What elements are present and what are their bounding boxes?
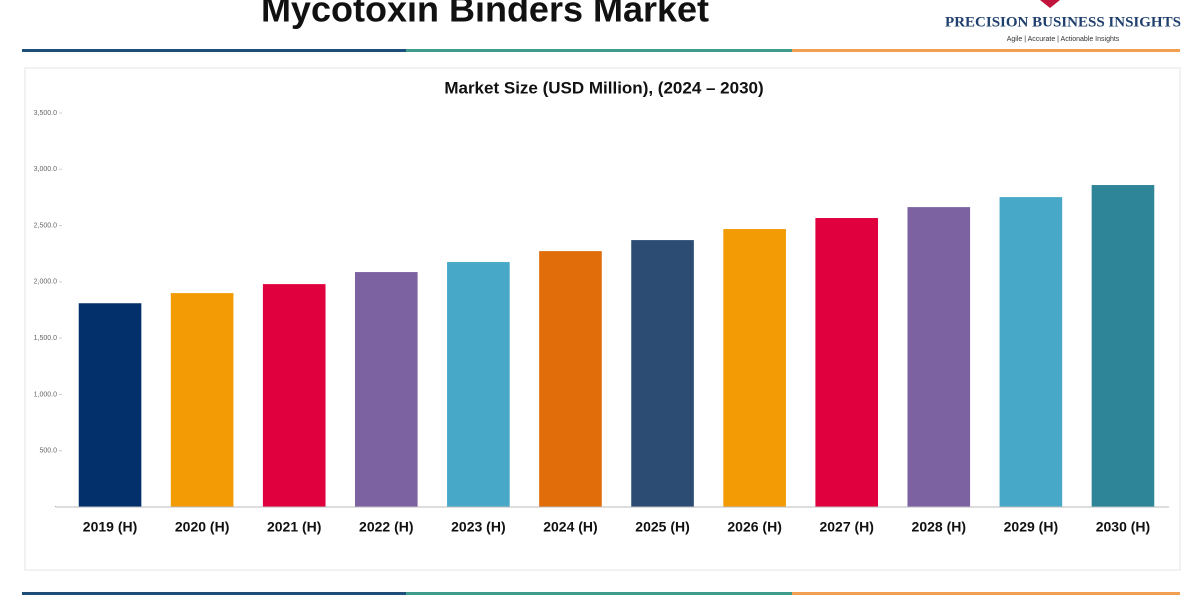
bar xyxy=(999,197,1063,507)
bar xyxy=(78,303,142,507)
y-tick-label: 500.0 xyxy=(39,448,57,455)
bar xyxy=(354,272,418,507)
rule-segment xyxy=(22,49,406,52)
bottom-rule xyxy=(22,592,1180,595)
x-tick-label: 2029 (H) xyxy=(1004,519,1058,535)
rule-segment xyxy=(406,592,792,595)
x-tick-label: 2030 (H) xyxy=(1096,519,1150,535)
bar xyxy=(723,229,786,507)
logo: PRECISION BUSINESS INSIGHTS Agile | Accu… xyxy=(945,0,1181,43)
bar xyxy=(539,251,602,507)
bar xyxy=(907,207,971,507)
x-tick-label: 2024 (H) xyxy=(543,519,597,535)
y-tick-label: 3,000.0 xyxy=(34,166,57,173)
y-tick-label: 1,000.0 xyxy=(34,391,57,398)
page-title: Mycotoxin Binders Market xyxy=(261,0,709,30)
top-rule xyxy=(22,49,1180,52)
bar xyxy=(815,218,879,507)
rule-segment xyxy=(406,49,792,52)
brand: PRECISION BUSINESS INSIGHTS xyxy=(945,14,1181,30)
x-tick-label: 2028 (H) xyxy=(912,519,966,535)
x-tick-label: 2023 (H) xyxy=(451,519,505,535)
y-tick-label: 2,500.0 xyxy=(34,222,57,229)
x-tick-label: 2027 (H) xyxy=(819,519,873,535)
bar xyxy=(170,293,234,507)
tagline: Agile | Accurate | Actionable Insights xyxy=(1007,36,1120,43)
logo-mark xyxy=(1040,0,1060,8)
x-tick-label: 2026 (H) xyxy=(727,519,781,535)
x-tick-label: 2019 (H) xyxy=(83,519,137,535)
rule-segment xyxy=(22,592,406,595)
rule-segment xyxy=(792,592,1180,595)
x-tick-label: 2025 (H) xyxy=(635,519,689,535)
chart-panel xyxy=(24,67,1181,571)
y-tick-label: 3,500.0 xyxy=(34,110,57,117)
chart-title: Market Size (USD Million), (2024 – 2030) xyxy=(444,78,763,97)
x-tick-label: 2021 (H) xyxy=(267,519,321,535)
rule-segment xyxy=(792,49,1180,52)
bar xyxy=(447,262,510,507)
x-tick-label: 2022 (H) xyxy=(359,519,413,535)
y-tick-label: 2,000.0 xyxy=(34,279,57,286)
bar xyxy=(1091,185,1155,507)
plot-area: -500.01,000.01,500.02,000.02,500.03,000.… xyxy=(34,110,1169,535)
x-tick-label: 2020 (H) xyxy=(175,519,229,535)
bar xyxy=(631,240,694,507)
bar xyxy=(262,284,326,507)
y-tick-label: 1,500.0 xyxy=(34,335,57,342)
